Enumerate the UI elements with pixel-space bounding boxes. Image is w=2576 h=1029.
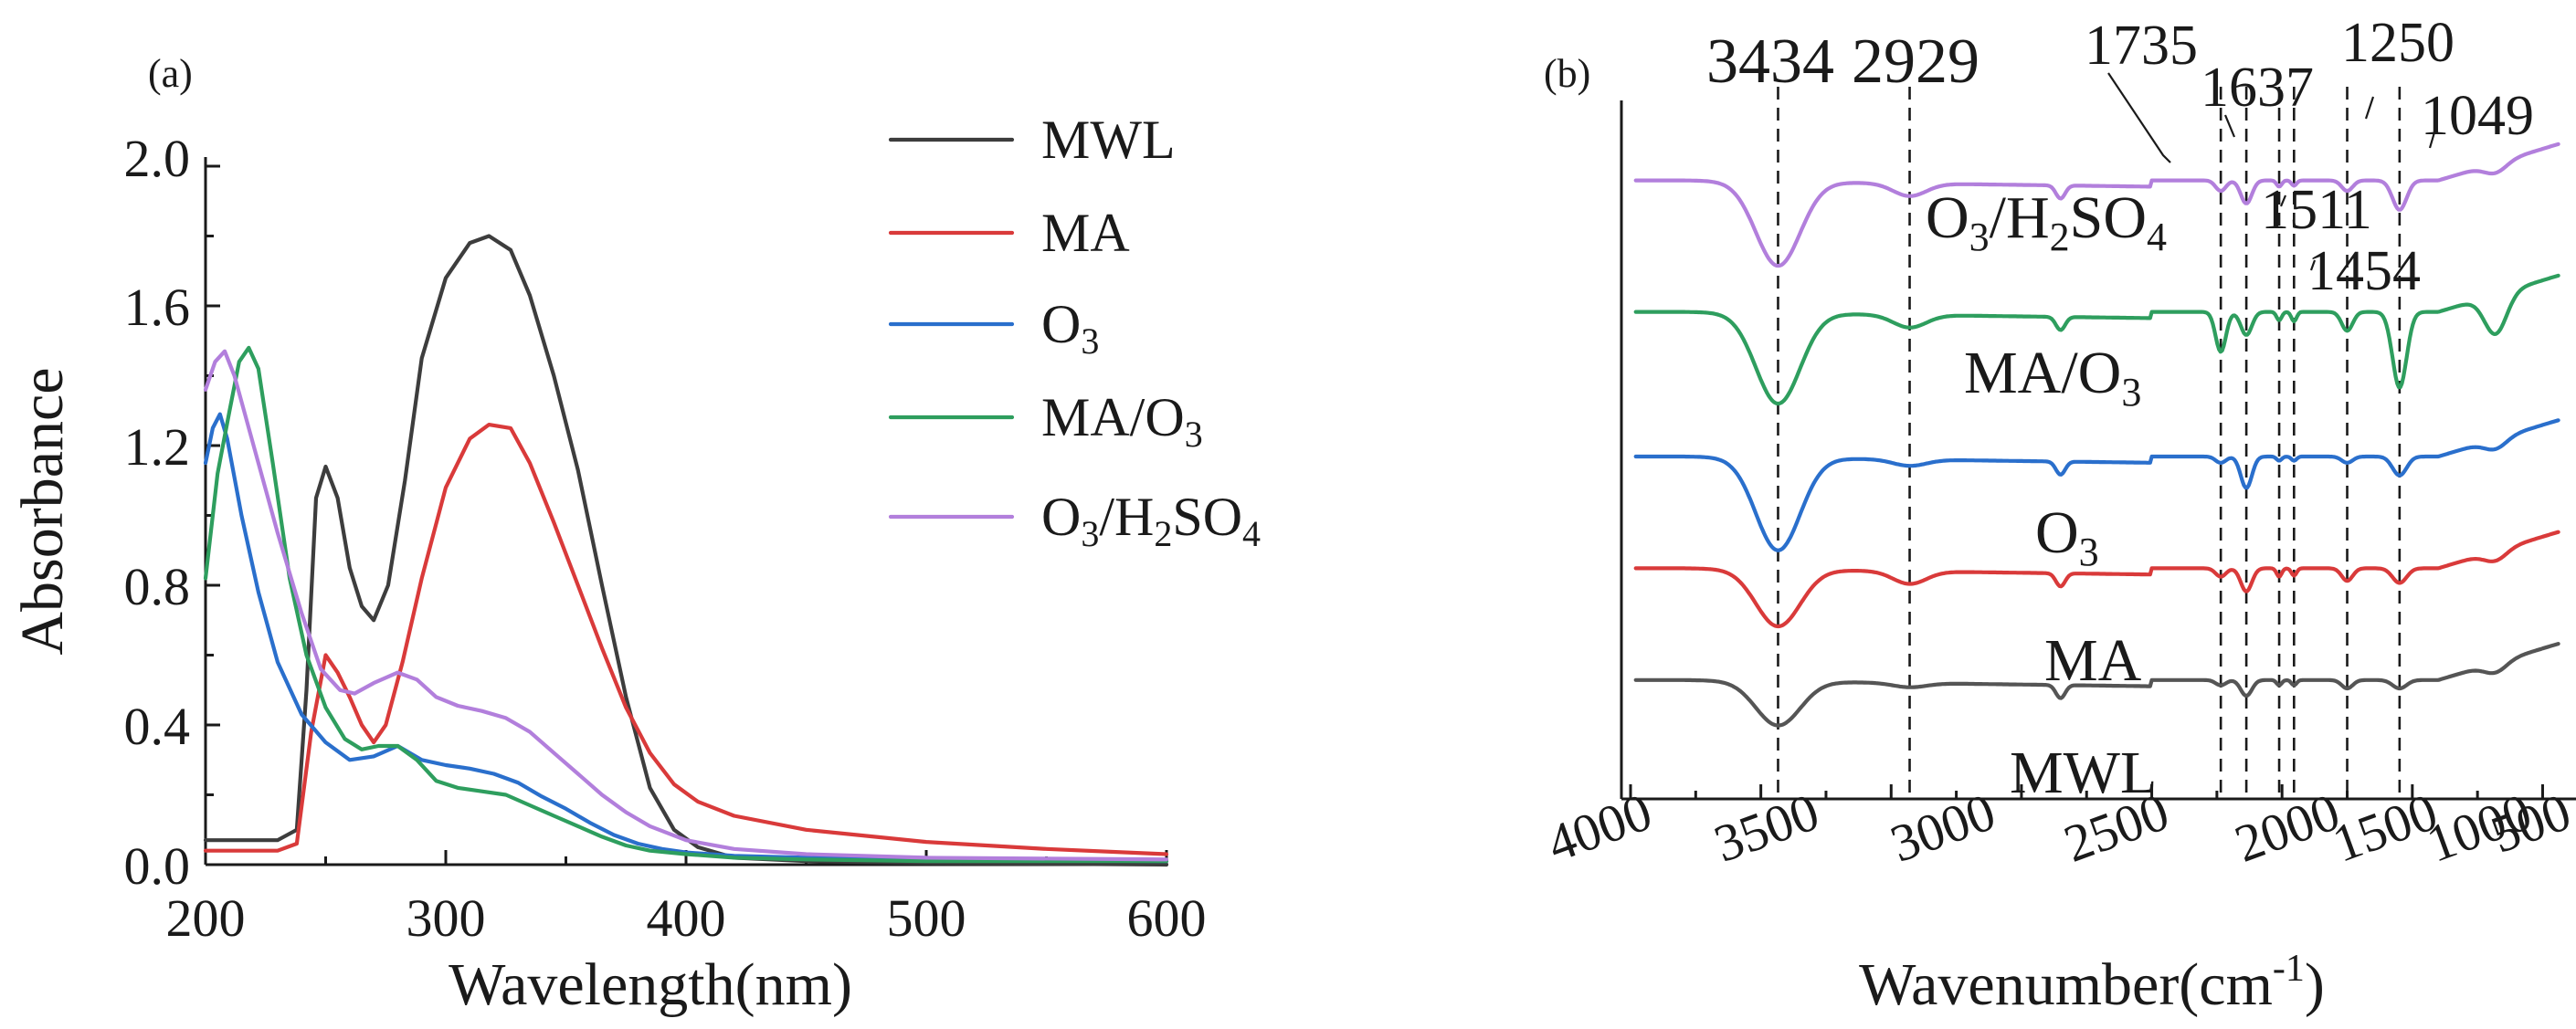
leader-1637 bbox=[2223, 114, 2236, 138]
panel-a-ytick-labels: 0.0 0.4 0.8 1.2 1.6 2.0 bbox=[124, 129, 191, 896]
legend-label-mwl: MWL bbox=[1041, 110, 1176, 170]
x-tick-label: 200 bbox=[166, 888, 246, 948]
spectrum-o3-h2so4 bbox=[1633, 142, 2560, 268]
y-tick-label: 1.2 bbox=[124, 417, 191, 477]
x-tick-label: 3000 bbox=[1883, 782, 2002, 874]
panel-b-label: (b) bbox=[1544, 51, 1590, 96]
y-tick-label: 0.0 bbox=[124, 836, 191, 896]
panel-b-peak-labels: 3434 2929 1735 1637 1250 1049 1511 1454 bbox=[1706, 12, 2534, 302]
leader-1454 bbox=[2309, 259, 2317, 271]
legend-label-o3-h2so4: O3/H2SO4 bbox=[1041, 487, 1261, 554]
peak-label: 2929 bbox=[1852, 26, 1980, 97]
peak-label: 1637 bbox=[2201, 57, 2314, 119]
leader-1511 bbox=[2279, 194, 2287, 207]
peak-label: 1511 bbox=[2261, 179, 2372, 241]
leader-1049 bbox=[2428, 131, 2436, 149]
series-line-o3 bbox=[203, 412, 1169, 864]
y-tick-label: 2.0 bbox=[124, 129, 191, 188]
panel-a-series bbox=[203, 234, 1169, 867]
y-axis-title: Absorbance bbox=[9, 367, 76, 655]
x-axis-title: Wavelength(nm) bbox=[449, 951, 852, 1018]
leader-1250 bbox=[2364, 96, 2375, 120]
leader-1735 bbox=[2107, 72, 2171, 163]
x-tick-label: 4000 bbox=[1539, 782, 1659, 874]
peak-label: 1049 bbox=[2421, 85, 2534, 147]
y-tick-label: 0.8 bbox=[124, 557, 191, 616]
x-tick-label: 400 bbox=[647, 888, 726, 948]
panel-b-series bbox=[1633, 142, 2560, 728]
peak-label: 1454 bbox=[2307, 240, 2421, 302]
series-label-ma: MA bbox=[2044, 627, 2142, 694]
peak-label: 1735 bbox=[2085, 15, 2198, 77]
panel-b-peak-leaders bbox=[2107, 72, 2436, 271]
spectrum-o3 bbox=[1633, 418, 2560, 552]
peak-label: 3434 bbox=[1706, 26, 1834, 97]
y-tick-label: 0.4 bbox=[124, 697, 191, 756]
legend-label-o3: O3 bbox=[1041, 294, 1099, 362]
x-tick-label: 500 bbox=[887, 888, 966, 948]
spectrum-ma bbox=[1633, 530, 2560, 629]
series-label-ma-o3: MA/O3 bbox=[1964, 340, 2141, 415]
panel-b-ticks bbox=[1629, 784, 2544, 799]
panel-a-legend: MWL MA O3 MA/O3 O3/H2SO4 bbox=[888, 110, 1261, 554]
legend-label-ma: MA bbox=[1041, 203, 1130, 263]
x-axis-title: Wavenumber(cm-1) bbox=[1859, 948, 2325, 1018]
series-label-mwl: MWL bbox=[2010, 740, 2157, 806]
series-line-o3-h2so4 bbox=[203, 349, 1169, 862]
panel-b-reference-lines bbox=[1777, 87, 2402, 799]
x-tick-label: 3500 bbox=[1706, 782, 1826, 874]
spectrum-mwl bbox=[1633, 642, 2560, 728]
spectrum-ma-o3 bbox=[1633, 273, 2560, 406]
peak-label: 1250 bbox=[2341, 12, 2455, 74]
panel-b-series-labels: O3/H2SO4 MA/O3 O3 MA MWL bbox=[1926, 184, 2167, 806]
ftir-panel: (b) 4000 3500 3000 2500 2000 1500 1000 5… bbox=[1539, 12, 2576, 1018]
legend-label-ma-o3: MA/O3 bbox=[1041, 387, 1203, 455]
x-tick-label: 300 bbox=[406, 888, 486, 948]
series-label-o3: O3 bbox=[2035, 499, 2099, 574]
series-line-mwl bbox=[203, 234, 1169, 867]
uv-vis-panel: (a) 200 300 400 500 600 0.0 0.4 0.8 1.2 … bbox=[9, 51, 1261, 1018]
series-line-ma bbox=[203, 423, 1169, 856]
x-tick-label: 600 bbox=[1127, 888, 1207, 948]
series-line-ma-o3 bbox=[203, 345, 1169, 864]
series-label-o3-h2so4: O3/H2SO4 bbox=[1926, 184, 2167, 259]
panel-a-label: (a) bbox=[148, 51, 193, 96]
panel-a-xtick-labels: 200 300 400 500 600 bbox=[166, 888, 1207, 948]
y-tick-label: 1.6 bbox=[124, 278, 191, 337]
